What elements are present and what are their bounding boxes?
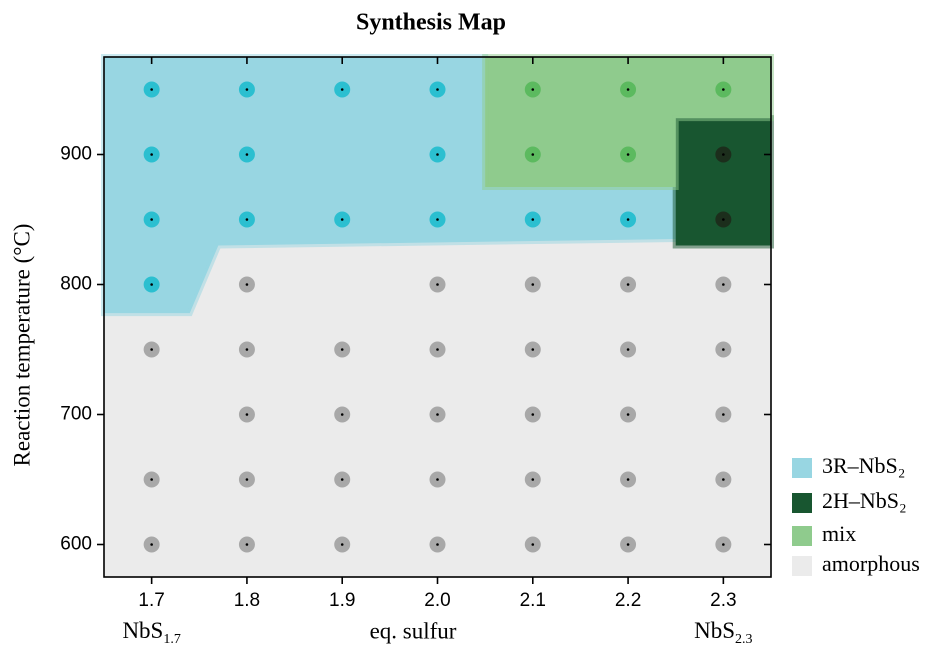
y-axis-label: Reaction temperature (°C) bbox=[9, 224, 34, 467]
point-center bbox=[626, 478, 630, 481]
point-center bbox=[531, 478, 535, 481]
point-center bbox=[245, 218, 249, 221]
annotation-text: NbS bbox=[122, 618, 163, 643]
point-center bbox=[245, 153, 249, 156]
point-center bbox=[722, 543, 725, 546]
point-center bbox=[150, 283, 153, 286]
point-center bbox=[150, 348, 153, 351]
point-center bbox=[150, 153, 153, 156]
point-center bbox=[150, 218, 153, 221]
point-center bbox=[722, 283, 725, 286]
point-center bbox=[436, 413, 439, 416]
annotation: NbS2.3 bbox=[694, 618, 752, 647]
annotation: NbS1.7 bbox=[122, 618, 180, 647]
point-center bbox=[436, 218, 439, 221]
y-tick-label: 800 bbox=[60, 274, 92, 295]
point-center bbox=[245, 348, 249, 351]
point-center bbox=[626, 218, 630, 221]
point-center bbox=[340, 218, 344, 221]
x-tick-label: 2.2 bbox=[615, 590, 641, 611]
point-center bbox=[150, 478, 153, 481]
point-center bbox=[722, 348, 725, 351]
x-tick-label: 1.9 bbox=[329, 590, 355, 611]
annotation-subscript: 1.7 bbox=[163, 632, 181, 647]
point-center bbox=[245, 543, 249, 546]
point-center bbox=[531, 218, 535, 221]
x-tick-label: 1.7 bbox=[138, 590, 164, 611]
chart-title: Synthesis Map bbox=[356, 10, 506, 36]
point-center bbox=[626, 348, 630, 351]
y-tick-label: 700 bbox=[60, 404, 92, 425]
point-center bbox=[626, 413, 630, 416]
legend-label: 3R–NbS₂ bbox=[822, 453, 905, 478]
point-center bbox=[722, 153, 725, 156]
legend-label: amorphous bbox=[822, 551, 920, 576]
point-center bbox=[436, 88, 439, 91]
legend-swatch bbox=[792, 556, 812, 576]
point-center bbox=[722, 88, 725, 91]
annotation-subscript: 2.3 bbox=[735, 632, 753, 647]
point-center bbox=[436, 348, 439, 351]
point-center bbox=[626, 88, 630, 91]
point-center bbox=[531, 348, 535, 351]
point-center bbox=[150, 88, 153, 91]
point-center bbox=[531, 283, 535, 286]
point-center bbox=[531, 88, 535, 91]
x-tick-label: 2.1 bbox=[520, 590, 546, 611]
legend-swatch bbox=[792, 493, 812, 513]
y-tick-label: 900 bbox=[60, 144, 92, 165]
point-center bbox=[436, 543, 439, 546]
point-center bbox=[150, 543, 153, 546]
x-axis-label: eq. sulfur bbox=[370, 618, 457, 643]
y-tick-label: 600 bbox=[60, 534, 92, 555]
point-center bbox=[626, 543, 630, 546]
legend-label: 2H–NbS₂ bbox=[822, 488, 907, 513]
point-center bbox=[245, 478, 249, 481]
legend-swatch bbox=[792, 458, 812, 478]
point-center bbox=[722, 478, 725, 481]
x-tick-label: 2.3 bbox=[710, 590, 736, 611]
x-tick-label: 2.0 bbox=[424, 590, 450, 611]
point-center bbox=[531, 153, 535, 156]
point-center bbox=[340, 88, 344, 91]
legend-swatch bbox=[792, 526, 812, 546]
point-center bbox=[722, 413, 725, 416]
legend-label: mix bbox=[822, 521, 856, 546]
point-center bbox=[436, 283, 439, 286]
point-center bbox=[245, 413, 249, 416]
point-center bbox=[340, 348, 344, 351]
point-center bbox=[436, 153, 439, 156]
point-center bbox=[340, 478, 344, 481]
point-center bbox=[722, 218, 725, 221]
annotation-text: NbS bbox=[694, 618, 735, 643]
point-center bbox=[626, 283, 630, 286]
point-center bbox=[340, 413, 344, 416]
point-center bbox=[340, 543, 344, 546]
point-center bbox=[245, 283, 249, 286]
point-center bbox=[531, 413, 535, 416]
x-tick-label: 1.8 bbox=[234, 590, 260, 611]
point-center bbox=[626, 153, 630, 156]
point-center bbox=[531, 543, 535, 546]
point-center bbox=[245, 88, 249, 91]
point-center bbox=[436, 478, 439, 481]
